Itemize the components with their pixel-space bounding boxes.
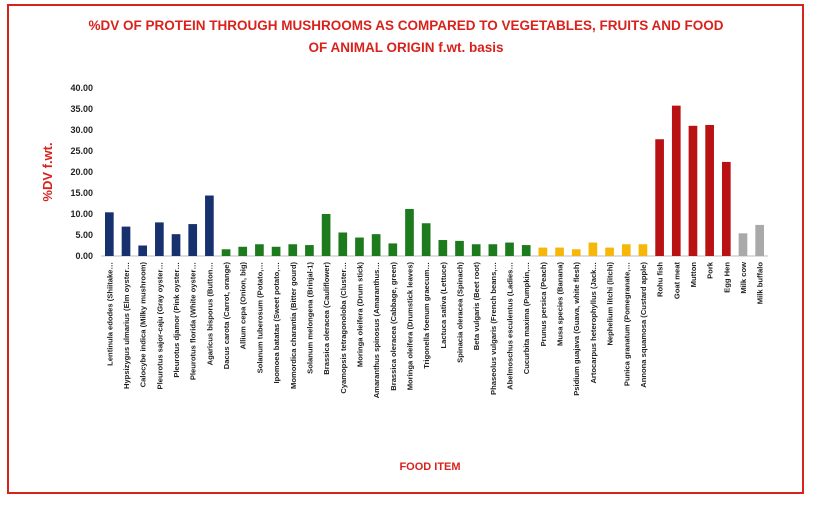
x-tick-label: Psidium guajava (Guava, white flesh) xyxy=(572,262,581,396)
bar-vegetable xyxy=(321,214,331,256)
bar-milk xyxy=(755,224,764,256)
y-tick-label: 20.00 xyxy=(70,167,93,177)
x-tick-label: Prunus persica (Peach) xyxy=(539,262,548,347)
y-axis-ticks: 0.00 5.00 10.00 15.00 20.00 25.00 30.00 35.00 40… xyxy=(70,83,93,261)
x-tick-label: Beta vulgaris (Beet root) xyxy=(472,262,481,351)
x-axis-label: FOOD ITEM xyxy=(399,461,460,473)
x-tick-label: Moringa oleifera (Drumstick leaves) xyxy=(405,262,414,391)
bar-vegetable xyxy=(338,232,348,256)
bar-mushroom xyxy=(105,212,114,256)
chart-title-line-1: %DV OF PROTEIN THROUGH MUSHROOMS AS COMP… xyxy=(88,18,723,33)
x-tick-label: Rohu fish xyxy=(656,262,665,297)
bar-vegetable xyxy=(488,244,498,256)
x-tick-label: Pleurotus djamor (Pink oyster… xyxy=(172,262,181,378)
x-tick-label: Spinacia oleracea (Spinach) xyxy=(456,262,465,363)
bar-fruit xyxy=(555,247,564,256)
y-tick-label: 10.00 xyxy=(70,209,93,219)
bar-milk xyxy=(738,233,748,256)
y-tick-label: 30.00 xyxy=(70,125,93,135)
x-tick-label: Moringa oleifera (Drum stick) xyxy=(355,262,364,368)
bar-vegetable xyxy=(255,244,264,256)
x-tick-label: Nephelium litchi (litchi) xyxy=(606,262,615,346)
bar-fruit xyxy=(621,244,631,256)
bar-vegetable xyxy=(405,208,414,256)
y-tick-label: 25.00 xyxy=(70,146,93,156)
bar-animal xyxy=(705,124,714,257)
x-tick-label: Pork xyxy=(706,261,715,279)
x-tick-label: Calocybe indica (Milky mushroom) xyxy=(139,262,148,388)
x-tick-label: Punica granatum (Pomegranate,… xyxy=(622,262,631,386)
bar-animal xyxy=(688,125,698,256)
bar-fruit xyxy=(605,247,614,256)
bar-mushroom xyxy=(205,195,214,256)
bar-fruit xyxy=(571,249,581,256)
x-tick-label: Allium cepa (Onion, big) xyxy=(239,262,248,350)
x-axis-tick-labels: Lentinula edodes (Shiitake… Hypsizygus ul… xyxy=(105,261,764,398)
bar-fruit xyxy=(588,242,598,256)
x-tick-label: Agaricus bisporus (Button… xyxy=(205,262,214,365)
x-tick-label: Phaseolus vulgaris (French beans,… xyxy=(489,262,498,395)
bar-vegetable xyxy=(221,249,231,256)
bar-animal xyxy=(671,105,681,256)
y-tick-label: 35.00 xyxy=(70,104,93,114)
y-axis-label: %DV f.wt. xyxy=(40,142,55,201)
bar-fruit xyxy=(638,244,648,256)
bar-vegetable xyxy=(288,244,298,256)
bar-vegetable xyxy=(238,246,248,256)
bar-vegetable xyxy=(305,245,314,256)
bar-vegetable xyxy=(388,243,398,256)
x-tick-label: Musa species (Banana) xyxy=(556,262,565,346)
x-tick-label: Artocarpus heterophyllus (Jack… xyxy=(589,262,598,384)
bar-animal xyxy=(721,161,731,256)
x-tick-label: Brassica oleracea (Cauliflower) xyxy=(322,262,331,375)
x-tick-label: Ipomoea batatas (Sweet potato,… xyxy=(272,262,281,384)
bar-mushroom xyxy=(138,245,148,256)
x-tick-label: Dacus carota (Carrot, orange) xyxy=(222,262,231,370)
y-tick-label: 5.00 xyxy=(75,230,93,240)
bar-vegetable xyxy=(455,240,464,256)
x-tick-label: Abelmoschus esculentus (Ladies… xyxy=(506,262,515,390)
x-tick-label: Milk cow xyxy=(739,262,748,294)
x-tick-label: Lactuca sativa (Lettuce) xyxy=(439,262,448,349)
x-tick-label: Egg Hen xyxy=(722,262,731,293)
y-tick-label: 0.00 xyxy=(75,251,93,261)
bar-animal xyxy=(655,139,664,256)
x-tick-label: Amaranthus spinosus (Amaranthus… xyxy=(372,262,381,398)
x-tick-label: Hypsizygus ulmarius (Elm oyster… xyxy=(122,262,131,389)
bar-vegetable xyxy=(355,237,364,256)
bar-vegetable xyxy=(421,223,431,256)
x-tick-label: Solanum melongena (Brinjal-1) xyxy=(305,262,314,374)
bar-vegetable xyxy=(371,234,381,256)
bar-vegetable xyxy=(271,246,281,256)
x-tick-label: Momordica charantia (Bitter gourd) xyxy=(289,262,298,389)
bar-mushroom xyxy=(188,224,198,256)
bar-fruit xyxy=(538,247,548,256)
x-tick-label: Annona squamosa (Custard apple) xyxy=(639,262,648,388)
x-tick-label: Milk buffalo xyxy=(756,262,765,305)
bar-vegetable xyxy=(521,245,531,256)
bars-group xyxy=(105,105,764,257)
x-tick-label: Solanum tuberosum (Potato,… xyxy=(255,262,264,373)
x-tick-label: Trigonella foenum graecum… xyxy=(422,262,431,369)
x-tick-label: Cyamopsis tetragonoloba (Cluster… xyxy=(339,262,348,394)
x-tick-label: Pleurotus florida (White oyster… xyxy=(189,262,198,380)
bar-mushroom xyxy=(155,222,164,256)
x-tick-label: Mutton xyxy=(689,262,698,288)
x-tick-label: Lentinula edodes (Shiitake… xyxy=(105,262,114,366)
bar-mushroom xyxy=(171,234,181,256)
y-tick-label: 40.00 xyxy=(70,83,93,93)
x-tick-label: Goat meat xyxy=(672,262,681,300)
bar-vegetable xyxy=(471,244,481,256)
y-tick-label: 15.00 xyxy=(70,188,93,198)
bar-mushroom xyxy=(121,226,131,256)
bar-vegetable xyxy=(438,240,448,256)
chart-title-line-2: OF ANIMAL ORIGIN f.wt. basis xyxy=(308,40,503,55)
bar-vegetable xyxy=(505,242,514,256)
x-tick-label: Brassica oleracea (Cabbage, green) xyxy=(389,262,398,391)
x-tick-label: Pleurotus sajor-caju (Gray oyster… xyxy=(155,262,164,389)
x-tick-label: Cucurbita maxima (Pumpkin,… xyxy=(522,262,531,374)
